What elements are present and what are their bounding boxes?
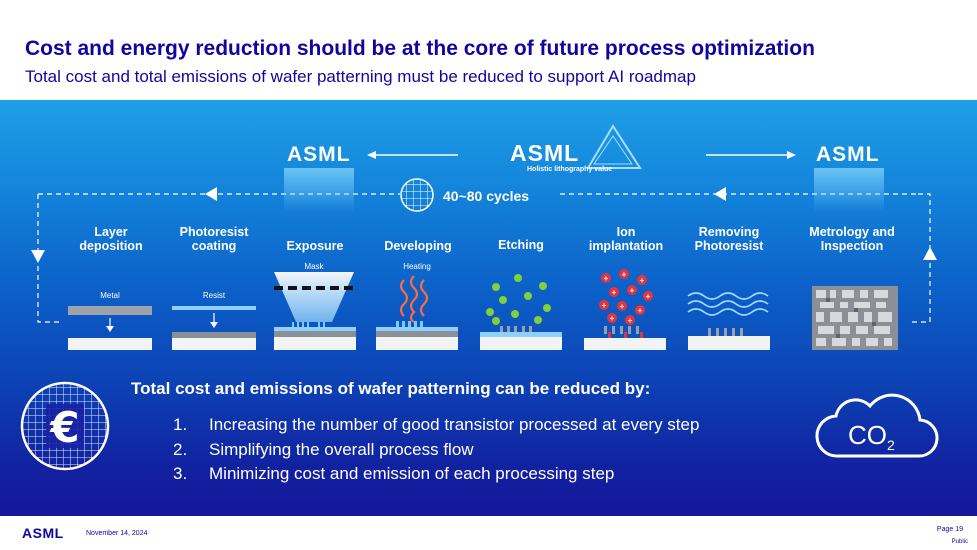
footer-date: November 14, 2024	[86, 530, 148, 537]
svg-text:+: +	[622, 270, 627, 279]
step-removing-base	[688, 328, 770, 350]
co2-subscript: 2	[887, 437, 895, 454]
step-deposition-illustration	[68, 306, 152, 350]
logo-left-glow	[284, 168, 354, 212]
step-label-removing: Removing Photoresist	[694, 225, 764, 253]
reduction-item-text: Simplifying the overall process flow	[209, 440, 474, 459]
step-label-deposition: Layer deposition	[79, 225, 143, 253]
svg-text:+: +	[638, 306, 643, 315]
slide-footer: ASML November 14, 2024 Page 19 Public	[0, 516, 977, 550]
asml-logo-right: ASML	[816, 143, 880, 166]
step-ion-illustration: + ++ + ++ + + + + +	[584, 269, 666, 350]
reduction-item-1: 1. Increasing the number of good transist…	[173, 415, 699, 435]
reduction-item-text: Increasing the number of good transistor…	[209, 415, 700, 434]
svg-text:+: +	[602, 301, 607, 310]
step-label-exposure: Exposure	[286, 239, 344, 253]
step-exposure-illustration	[274, 272, 356, 350]
reduction-item-number: 1.	[173, 415, 188, 434]
holistic-triangle-icon	[586, 124, 642, 169]
reduction-item-2: 2. Simplifying the overall process flow	[173, 440, 474, 460]
wafer-cycle-icon	[400, 178, 434, 212]
step-label-ion: Ion implantation	[588, 225, 664, 253]
asml-logo-center: ASML	[510, 140, 580, 166]
step-label-coating: Photoresist coating	[179, 225, 249, 253]
step-etching-base	[480, 326, 562, 350]
step-removing-illustration	[687, 292, 769, 316]
co2-cloud-icon	[815, 393, 939, 458]
svg-text:+: +	[620, 302, 625, 311]
step-developing-illustration	[399, 275, 429, 323]
svg-text:+: +	[628, 316, 633, 325]
logo-arrows	[367, 151, 796, 159]
process-graphics: + ++ + ++ + + + + +	[20, 124, 939, 471]
step-etching-illustration	[486, 274, 551, 325]
step-label-developing: Developing	[384, 239, 452, 253]
footer-page-number: Page 19	[936, 526, 963, 533]
step-label-etching: Etching	[498, 238, 544, 252]
step-coating-illustration	[172, 306, 256, 350]
step-label-metrology: Metrology and Inspection	[809, 225, 895, 253]
svg-text:+: +	[612, 288, 617, 297]
svg-text:+: +	[646, 292, 651, 301]
euro-wafer-icon: €	[20, 381, 110, 471]
loop-arrow-down	[31, 250, 45, 263]
reduction-item-text: Minimizing cost and emission of each pro…	[209, 464, 615, 483]
cycles-label: 40~80 cycles	[443, 188, 530, 204]
cycle-loop	[37, 193, 931, 323]
reduction-item-number: 3.	[173, 464, 188, 483]
sublabel-heating: Heating	[403, 262, 431, 271]
logo-right-glow	[814, 168, 884, 212]
process-panel: + + + + + + + + + + +	[0, 100, 977, 516]
step-developing-base	[376, 321, 458, 350]
loop-arrow-left	[205, 187, 217, 201]
svg-text:+: +	[630, 286, 635, 295]
footer-classification: Public	[951, 539, 968, 545]
co2-text: CO	[848, 420, 887, 450]
svg-text:€: €	[49, 403, 79, 452]
slide-subtitle: Total cost and total emissions of wafer …	[25, 67, 696, 86]
sublabel-mask: Mask	[304, 262, 324, 271]
loop-arrow-mid	[714, 187, 726, 201]
reduction-title: Total cost and emissions of wafer patter…	[131, 379, 651, 398]
reduction-item-3: 3. Minimizing cost and emission of each p…	[173, 464, 614, 484]
sublabel-metal: Metal	[100, 291, 120, 300]
asml-logo-left: ASML	[287, 143, 351, 166]
reduction-item-number: 2.	[173, 440, 188, 459]
svg-text:+: +	[640, 276, 645, 285]
loop-arrow-up	[923, 247, 937, 260]
slide-title: Cost and energy reduction should be at t…	[25, 37, 815, 60]
co2-label: CO2	[848, 420, 895, 453]
holistic-label: Holistic lithography value	[527, 166, 613, 173]
slide-header: Cost and energy reduction should be at t…	[0, 0, 977, 100]
svg-text:+: +	[604, 274, 609, 283]
step-metrology-illustration	[812, 286, 898, 350]
footer-logo: ASML	[22, 525, 64, 541]
sublabel-resist: Resist	[202, 291, 226, 300]
svg-text:+: +	[610, 314, 615, 323]
